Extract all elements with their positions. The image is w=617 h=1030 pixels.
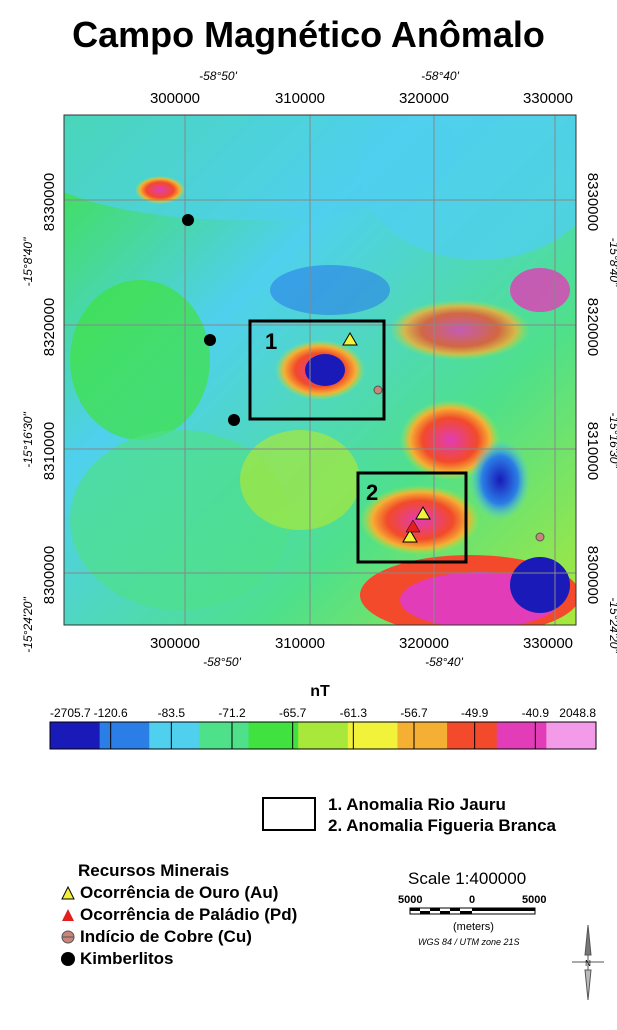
- colorbar-unit: nT: [310, 683, 330, 700]
- bottom-x-tick: 320000: [399, 635, 449, 652]
- left-y-tick: 8330000: [41, 173, 58, 231]
- colorbar-segment: [546, 722, 597, 749]
- top-x-tick: 300000: [150, 90, 200, 107]
- left-lat-label: -15°24'20": [21, 597, 35, 653]
- colorbar-segment: [347, 722, 398, 749]
- top-lon-label: -58°50': [199, 69, 237, 83]
- right-lat-label: -15°16'30": [607, 412, 617, 468]
- left-lat-label: -15°8'40": [21, 237, 35, 286]
- scale-number: 5000: [398, 894, 423, 906]
- colorbar-label: -71.2: [218, 706, 246, 720]
- colorbar-label: -56.7: [400, 706, 428, 720]
- minerals-title: Recursos Minerais: [78, 861, 230, 880]
- colorbar-segment: [496, 722, 547, 749]
- right-y-tick: 8330000: [584, 173, 601, 231]
- bottom-x-tick: 330000: [523, 635, 573, 652]
- legend-item-palladium: Ocorrência de Paládio (Pd): [60, 905, 297, 925]
- colorbar-segment: [198, 722, 250, 749]
- gold-occurrence-point: [415, 506, 431, 520]
- anomaly-box-1-label: 1: [265, 329, 277, 354]
- map-grid: [64, 115, 576, 625]
- kimberlite-points: [182, 214, 240, 426]
- scale-units: (meters): [453, 921, 494, 933]
- colorbar-label: 2048.8: [559, 706, 596, 720]
- scale-bar: [409, 907, 536, 915]
- legend-gold-label: Ocorrência de Ouro (Au): [80, 883, 279, 902]
- colorbar-label: -120.6: [94, 706, 128, 720]
- top-x-tick: 310000: [275, 90, 325, 107]
- bottom-lon-label: -58°50': [203, 655, 241, 669]
- colorbar-segment: [149, 722, 200, 749]
- colorbar-labels: -2705.7 -120.6 -83.5 -71.2 -65.7 -61.3 -56.7 -4…: [50, 706, 596, 720]
- scale-projection: WGS 84 / UTM zone 21S: [418, 937, 520, 947]
- colorbar-segment: [298, 722, 349, 749]
- scale-number: 5000: [522, 894, 547, 906]
- left-y-tick: 8310000: [41, 422, 58, 480]
- scale-title: Scale 1:400000: [408, 869, 527, 888]
- legend-copper-label: Indício de Cobre (Cu): [80, 927, 252, 946]
- top-lon-label: -58°40': [421, 69, 459, 83]
- right-y-tick: 8300000: [584, 546, 601, 604]
- north-arrow: [572, 924, 604, 1001]
- colorbar-label: -49.9: [461, 706, 489, 720]
- legend-item-gold: Ocorrência de Ouro (Au): [60, 883, 278, 903]
- right-lat-label: -15°8'40": [607, 238, 617, 287]
- anomaly-box-2-label: 2: [366, 480, 378, 505]
- brown-circle-icon: [61, 930, 75, 944]
- colorbar-segment: [447, 722, 498, 749]
- page-title: Campo Magnético Anômalo: [72, 14, 545, 55]
- colorbar-frame: [49, 721, 597, 750]
- colorbar-label: -65.7: [279, 706, 307, 720]
- bottom-x-tick: 310000: [275, 635, 325, 652]
- gold-occurrence-point: [342, 332, 358, 346]
- colorbar-segment: [397, 722, 448, 749]
- copper-indication-point: [373, 385, 383, 395]
- left-lat-label: -15°16'30": [21, 412, 35, 468]
- legend-palladium-label: Ocorrência de Paládio (Pd): [80, 905, 298, 924]
- palladium-occurrence-point: [405, 519, 421, 533]
- colorbar-label: -61.3: [340, 706, 368, 720]
- left-y-tick: 8300000: [41, 546, 58, 604]
- yellow-triangle-icon: [61, 885, 75, 900]
- legend-kimberlite-label: Kimberlitos: [80, 949, 174, 968]
- colorbar-segment: [99, 722, 150, 749]
- gold-occurrence-point: [402, 529, 418, 543]
- colorbar-label: -2705.7: [50, 706, 91, 720]
- legend-item-copper: Indício de Cobre (Cu): [60, 927, 252, 947]
- anomaly-box-2: [356, 471, 468, 564]
- colorbar: [49, 721, 597, 750]
- anomaly-legend-1: 1. Anomalia Rio Jauru: [328, 795, 506, 814]
- anomaly-legend-box: [262, 797, 316, 831]
- colorbar-label: -83.5: [158, 706, 186, 720]
- bottom-x-tick: 300000: [150, 635, 200, 652]
- red-triangle-icon: [62, 909, 74, 921]
- right-y-tick: 8320000: [584, 298, 601, 356]
- colorbar-segment: [50, 722, 101, 749]
- right-lat-label: -15°24'20": [607, 597, 617, 653]
- bottom-lon-label: -58°40': [425, 655, 463, 669]
- top-x-tick: 330000: [523, 90, 573, 107]
- left-y-tick: 8320000: [41, 298, 58, 356]
- legend-item-kimberlite: Kimberlitos: [60, 949, 174, 969]
- anomaly-legend-2: 2. Anomalia Figueria Branca: [328, 816, 556, 835]
- black-circle-icon: [61, 952, 75, 966]
- north-arrow-label: N: [585, 959, 591, 968]
- colorbar-segment: [248, 722, 299, 749]
- anomaly-box-1: [248, 319, 386, 421]
- top-x-tick: 320000: [399, 90, 449, 107]
- copper-indication-point: [535, 532, 545, 542]
- scale-number: 0: [469, 894, 476, 906]
- colorbar-label: -40.9: [522, 706, 550, 720]
- map-frame: [63, 114, 577, 626]
- right-y-tick: 8310000: [584, 422, 601, 480]
